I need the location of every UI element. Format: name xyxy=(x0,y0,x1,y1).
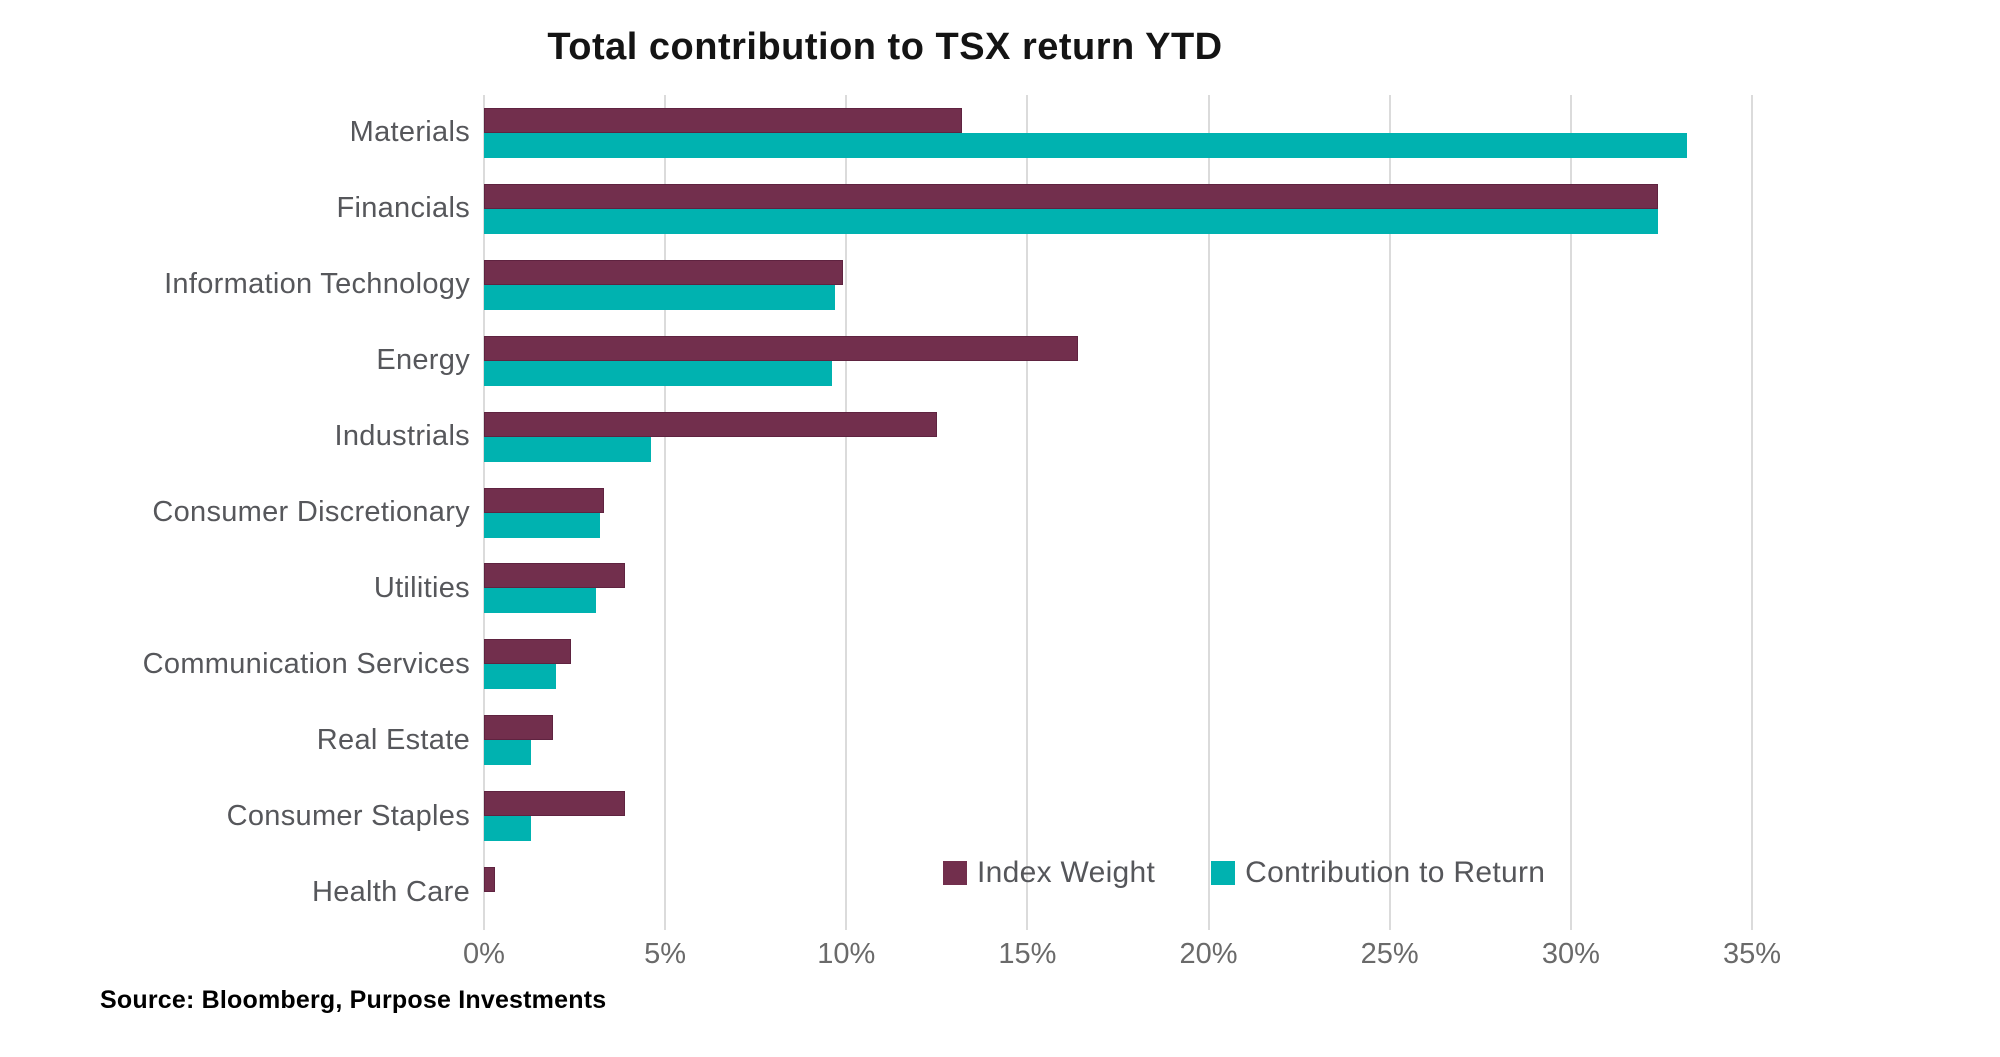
chart-title: Total contribution to TSX return YTD xyxy=(547,26,1223,68)
plot-area xyxy=(483,95,1753,930)
category-labels-column: Materials Financials Information Technolog… xyxy=(60,95,470,930)
bar-index-weight xyxy=(484,791,626,817)
bar-contribution-to-return xyxy=(484,740,532,766)
bar-contribution-to-return xyxy=(484,208,1658,234)
gridline xyxy=(664,95,667,930)
bar-contribution-to-return xyxy=(484,133,1687,158)
bar-contribution-to-return xyxy=(484,436,651,462)
gridline xyxy=(1388,95,1391,930)
x-tick-label: 25% xyxy=(1360,938,1419,970)
category-label: Utilities xyxy=(373,571,470,604)
legend-label: Contribution to Return xyxy=(1245,856,1546,889)
bar-index-weight xyxy=(484,411,937,437)
x-tick-label: 35% xyxy=(1722,938,1782,970)
bar-contribution-to-return xyxy=(484,588,597,614)
legend-label: Index Weight xyxy=(977,856,1156,889)
category-label: Communication Services xyxy=(142,647,470,680)
x-tick-label: 10% xyxy=(817,938,876,970)
category-label: Information Technology xyxy=(164,268,470,301)
gridline xyxy=(1026,95,1029,930)
bar-contribution-to-return xyxy=(484,816,532,842)
x-tick-label: 15% xyxy=(998,938,1057,970)
category-label: Energy xyxy=(376,344,470,377)
bar-index-weight xyxy=(484,563,626,589)
x-tick-label: 20% xyxy=(1179,938,1238,970)
bar-index-weight xyxy=(484,335,1079,361)
source-note: Source: Bloomberg, Purpose Investments xyxy=(100,986,607,1014)
bar-contribution-to-return xyxy=(484,512,600,538)
bar-index-weight xyxy=(484,715,553,741)
legend-item: Contribution to Return xyxy=(1211,856,1545,890)
legend-item: Index Weight xyxy=(943,856,1155,890)
bar-index-weight xyxy=(484,487,604,513)
category-label: Health Care xyxy=(311,875,470,908)
legend-swatch-icon xyxy=(943,861,967,885)
bar-index-weight xyxy=(484,639,571,665)
x-axis-ticks: 0% 5% 10% 15% 20% 25% 30% 35% xyxy=(463,938,1781,978)
bar-contribution-to-return xyxy=(484,284,836,310)
category-label: Consumer Staples xyxy=(226,799,470,832)
category-label: Consumer Discretionary xyxy=(152,495,470,528)
legend: Index Weight Contribution to Return xyxy=(943,856,1545,890)
bar-index-weight xyxy=(484,867,495,893)
gridline xyxy=(1751,95,1753,930)
category-label: Financials xyxy=(336,192,470,225)
category-label: Industrials xyxy=(334,420,470,453)
category-label: Materials xyxy=(349,116,470,149)
bar-index-weight xyxy=(484,259,843,285)
category-label: Real Estate xyxy=(316,723,470,756)
bar-contribution-to-return xyxy=(484,664,557,690)
gridline xyxy=(1207,95,1210,930)
gridline xyxy=(845,95,848,930)
bar-index-weight xyxy=(484,108,963,133)
bar-index-weight xyxy=(484,183,1658,209)
x-tick-label: 0% xyxy=(463,938,505,970)
x-tick-label: 5% xyxy=(644,938,687,970)
x-tick-label: 30% xyxy=(1541,938,1600,970)
gridline xyxy=(1569,95,1572,930)
bar-contribution-to-return xyxy=(484,360,832,386)
legend-swatch-icon xyxy=(1211,861,1236,885)
